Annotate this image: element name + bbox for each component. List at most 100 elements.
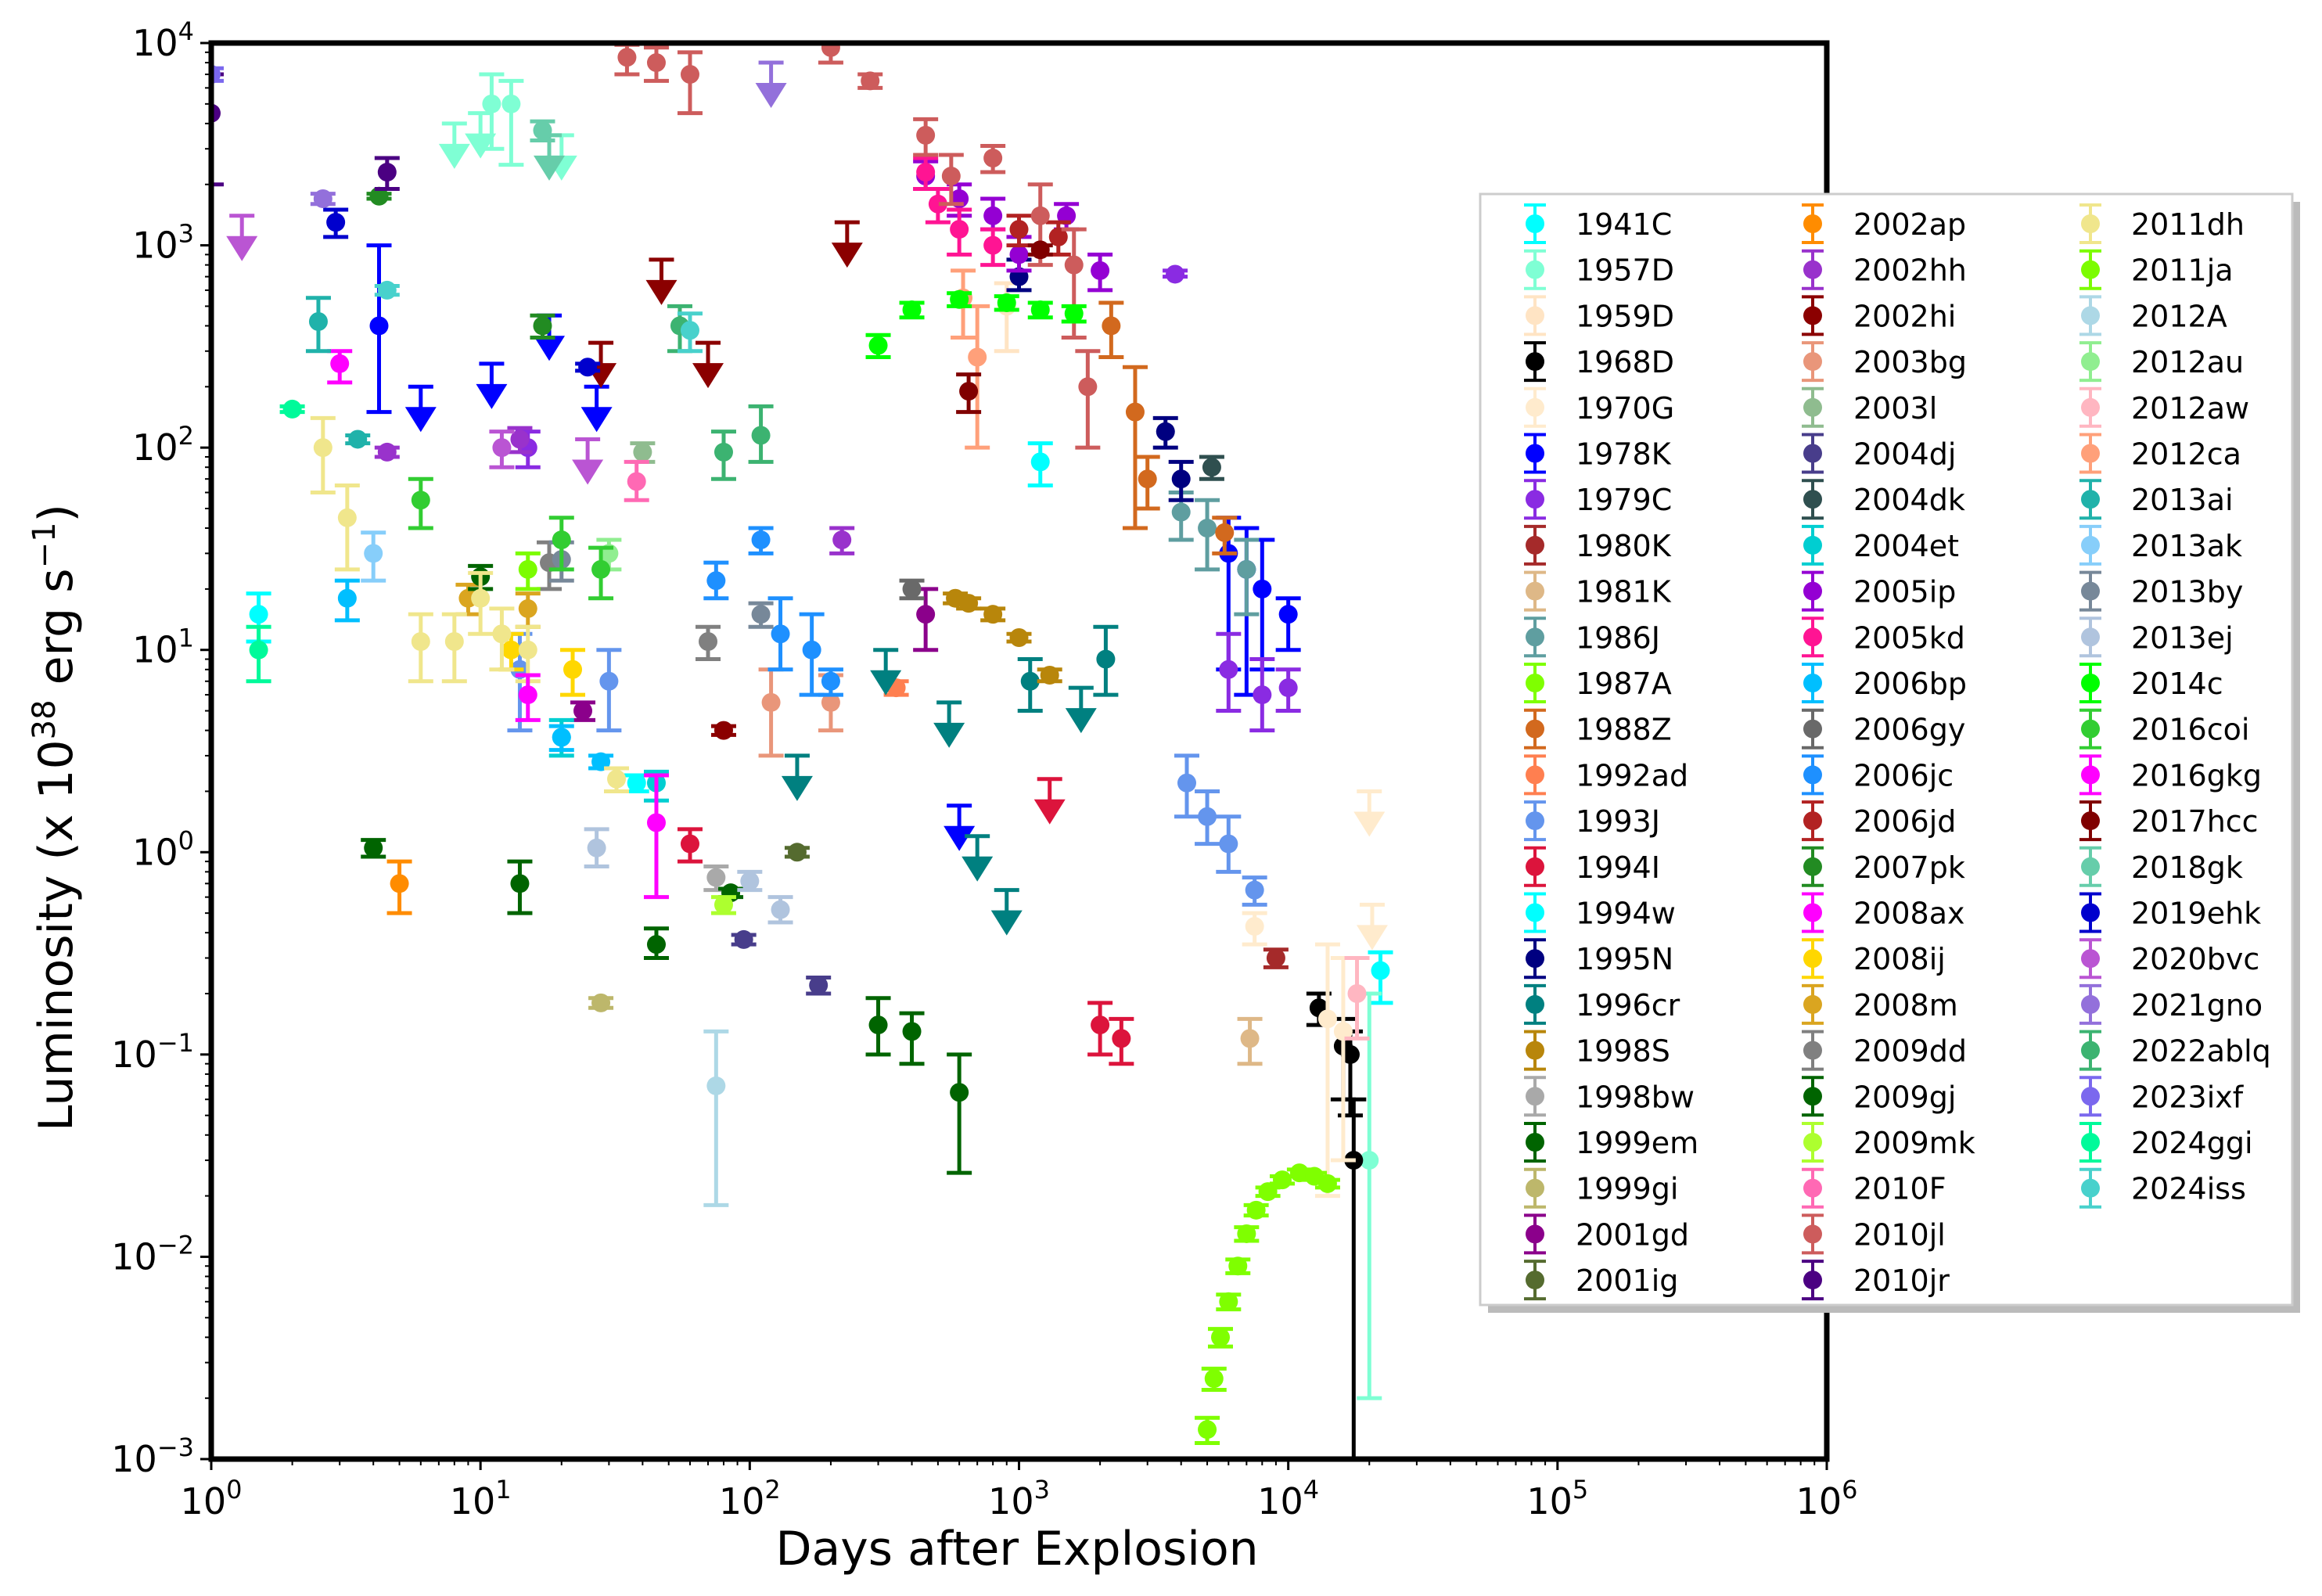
x-tick-base-6: 10 xyxy=(1796,1480,1842,1522)
series-1994w xyxy=(624,441,1053,793)
legend-marker-dot-2013ej xyxy=(2081,627,2100,647)
legend-marker-dot-2008ax xyxy=(1803,903,1822,922)
legend-item-1988z: 1988Z xyxy=(1524,708,1672,749)
legend-item-1995n: 1995N xyxy=(1524,938,1673,980)
x-tick-label-5: 105 xyxy=(1526,1475,1588,1522)
upper-limit-arrow-1996cr-3 xyxy=(962,856,994,882)
legend-item-1993j: 1993J xyxy=(1524,800,1660,842)
point-1957d-1 xyxy=(501,94,521,113)
legend-marker-dot-2006gy xyxy=(1803,719,1822,739)
upper-limit-arrow-1978k-3 xyxy=(580,407,613,433)
series-2024ggi xyxy=(246,399,305,684)
y-tick-label-2: 10−1 xyxy=(111,1028,194,1076)
legend-label-2008ax: 2008ax xyxy=(1853,897,1964,931)
point-1993j-3 xyxy=(1198,807,1217,826)
upper-limit-arrow-2002hi-3 xyxy=(831,243,863,268)
x-tick-exp-0: 0 xyxy=(226,1475,242,1504)
point-2001gd-0 xyxy=(573,701,593,721)
point-1999em-3 xyxy=(868,1015,888,1035)
point-2011ja-0 xyxy=(518,559,537,579)
legend-item-2003l: 2003l xyxy=(1802,386,1937,428)
upper-limit-arrow-1978k-4 xyxy=(944,825,976,851)
legend-label-1995n: 1995N xyxy=(1576,942,1673,976)
x-tick-exp-1: 1 xyxy=(495,1475,511,1504)
legend-item-2013ai: 2013ai xyxy=(2079,479,2234,520)
legend-marker-dot-2009gj xyxy=(1803,1087,1822,1106)
legend-label-1999gi: 1999gi xyxy=(1576,1172,1678,1206)
y-tick-label-6: 103 xyxy=(132,219,194,267)
point-1998s-1 xyxy=(959,594,979,613)
point-1987a-11 xyxy=(1317,1174,1337,1193)
legend-item-2010jr: 2010jr xyxy=(1802,1260,1950,1301)
series-2006jc xyxy=(703,526,843,697)
upper-limit-arrow-2020bvc-0 xyxy=(226,235,258,261)
x-tick-label-3: 103 xyxy=(988,1475,1050,1522)
upper-limit-arrow-1978k-2 xyxy=(534,336,566,361)
series-2004dk xyxy=(1199,455,1224,481)
legend-label-2017hcc: 2017hcc xyxy=(2131,804,2259,839)
legend-marker-dot-2012ca xyxy=(2081,444,2100,463)
x-tick-exp-3: 3 xyxy=(1034,1475,1050,1504)
point-2010jl-3 xyxy=(821,43,840,57)
legend-label-2012aw: 2012aw xyxy=(2131,391,2249,426)
point-2021gno-0 xyxy=(313,189,332,208)
point-2024iss-0 xyxy=(377,280,397,300)
legend-marker-dot-2011ja xyxy=(2081,260,2100,279)
legend-item-2009dd: 2009dd xyxy=(1802,1030,1967,1071)
legend-marker-dot-2006bp xyxy=(1803,674,1822,692)
point-1988z-0 xyxy=(1102,316,1121,336)
point-2002hi-0 xyxy=(713,721,733,740)
point-2012a-0 xyxy=(706,1076,726,1095)
legend-label-2005ip: 2005ip xyxy=(1853,575,1956,609)
series-2007pk xyxy=(366,186,555,340)
legend-item-2012ca: 2012ca xyxy=(2079,433,2241,474)
series-2016coi xyxy=(408,476,614,601)
legend-label-2008m: 2008m xyxy=(1853,988,1958,1023)
x-tick-label-0: 100 xyxy=(181,1475,243,1522)
legend-label-2010f: 2010F xyxy=(1853,1172,1946,1206)
legend-marker-dot-2012aw xyxy=(2081,397,2100,417)
point-2014c-1 xyxy=(902,300,922,319)
series-2011ja xyxy=(515,551,541,591)
point-1941c-1 xyxy=(1371,961,1390,980)
legend-label-2013by: 2013by xyxy=(2131,575,2243,609)
legend-label-2006jd: 2006jd xyxy=(1853,804,1956,839)
y-axis-title-main: Luminosity (x 10 xyxy=(29,739,84,1131)
legend-item-2006jc: 2006jc xyxy=(1802,754,1954,796)
legend-label-2013ej: 2013ej xyxy=(2131,620,2234,655)
series-2010f xyxy=(624,459,649,502)
legend-label-2019ehk: 2019ehk xyxy=(2131,897,2261,931)
legend-item-2004dk: 2004dk xyxy=(1802,479,1965,520)
point-1970g-1 xyxy=(1317,1009,1337,1029)
legend-label-2012ca: 2012ca xyxy=(2131,437,2241,472)
legend-item-1998s: 1998S xyxy=(1524,1030,1670,1071)
point-2019ehk-1 xyxy=(578,358,598,377)
legend-label-1959d: 1959D xyxy=(1576,299,1674,333)
legend-item-1999em: 1999em xyxy=(1524,1122,1698,1163)
point-1987a-9 xyxy=(1289,1163,1309,1183)
series-2013ai xyxy=(305,296,371,449)
y-tick-exp-0: −3 xyxy=(157,1432,194,1462)
point-1978k-3 xyxy=(1253,579,1272,598)
legend-label-1998bw: 1998bw xyxy=(1576,1080,1695,1114)
point-2001ig-0 xyxy=(787,843,807,862)
point-2004dj-0 xyxy=(734,929,753,949)
point-2003bg-0 xyxy=(821,692,840,712)
point-1994w-1 xyxy=(627,773,646,793)
upper-limit-arrow-2020bvc-1 xyxy=(572,459,604,485)
legend-marker-dot-1994i xyxy=(1526,857,1544,876)
legend-marker-dot-1978k xyxy=(1526,444,1544,463)
point-2013ej-2 xyxy=(771,900,790,919)
legend-item-1970g: 1970G xyxy=(1524,386,1674,428)
legend-item-2014c: 2014c xyxy=(2079,663,2223,703)
point-1995n-1 xyxy=(1156,422,1175,441)
point-2016gkg-0 xyxy=(518,685,537,705)
legend-label-1988z: 1988Z xyxy=(1576,713,1672,747)
point-1986j-1 xyxy=(1198,519,1217,538)
point-2019ehk-0 xyxy=(326,213,346,232)
point-2010jl-0 xyxy=(617,48,637,67)
legend-marker-dot-2006jd xyxy=(1803,811,1822,831)
x-tick-base-1: 10 xyxy=(450,1480,496,1522)
upper-limit-arrow-1957d-0 xyxy=(438,143,470,169)
y-tick-base-0: 10 xyxy=(111,1438,157,1480)
